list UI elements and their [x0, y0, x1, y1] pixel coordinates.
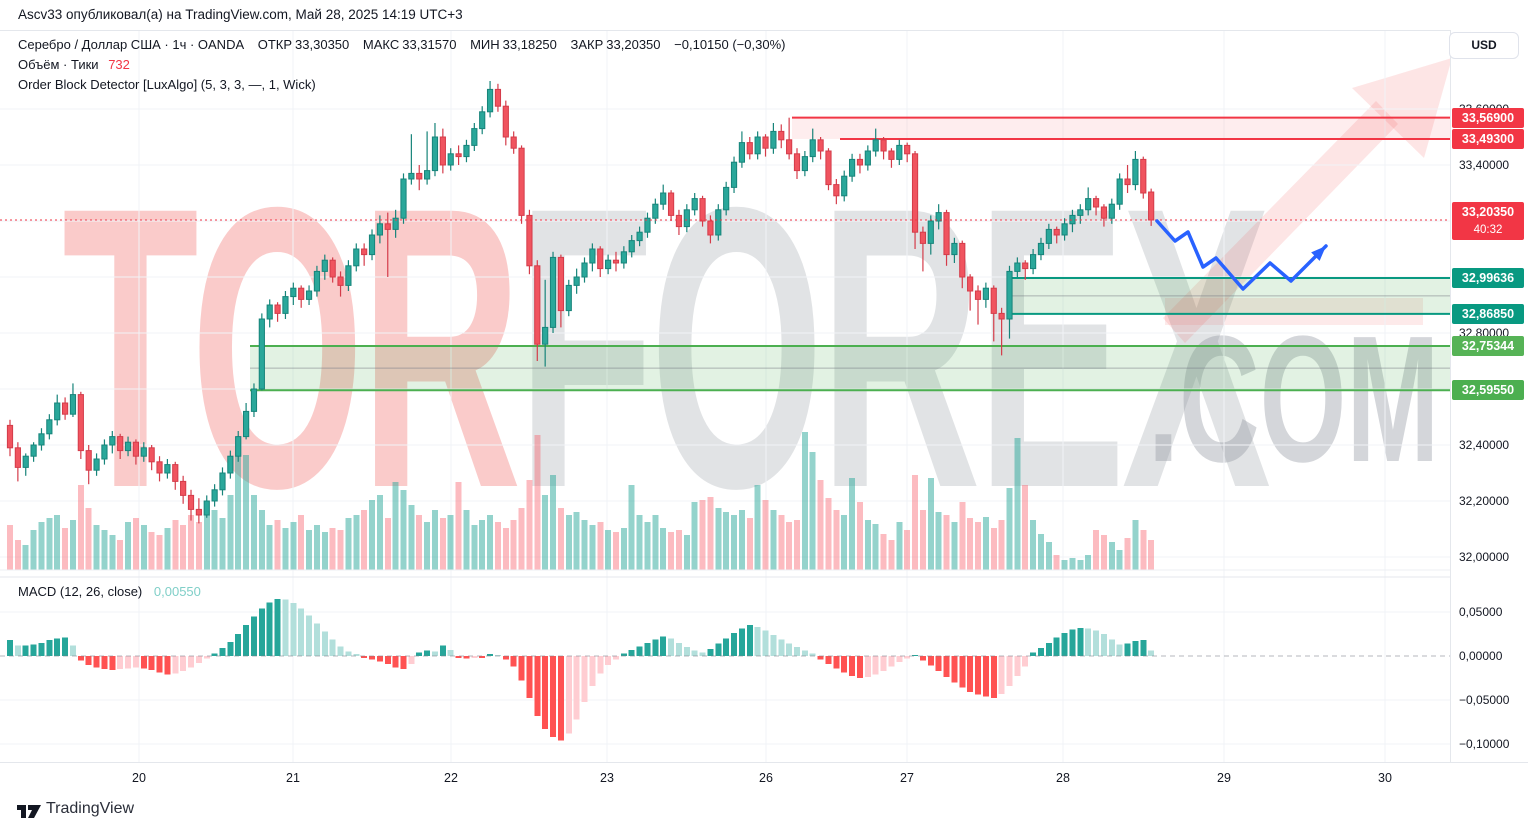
- price-level-label: 33,56900: [1452, 107, 1524, 128]
- time-axis-label: 21: [286, 771, 300, 785]
- price-axis-label: 32,20000: [1459, 494, 1510, 508]
- macd-axis-label: −0,05000: [1459, 693, 1510, 707]
- macd-axis-label: 0,05000: [1459, 605, 1503, 619]
- price-axis-label: 32,40000: [1459, 438, 1510, 452]
- time-axis-label: 29: [1217, 771, 1231, 785]
- macd-axis-label: −0,10000: [1459, 737, 1510, 751]
- price-level-label: 32,59550: [1452, 380, 1524, 401]
- macd-axis-label: 0,00000: [1459, 649, 1503, 663]
- publish-bar: Ascv33 опубликовал(а) на TradingView.com…: [0, 0, 1528, 30]
- price-scale[interactable]: 33,6000033,4000032,8000032,4000032,20000…: [1450, 30, 1528, 792]
- price-level-label: 32,86850: [1452, 303, 1524, 324]
- forecast-arrow: [1155, 219, 1328, 291]
- price-axis-label: 32,00000: [1459, 550, 1510, 564]
- price-axis-label: 33,40000: [1459, 158, 1510, 172]
- price-level-label: 32,99636: [1452, 268, 1524, 289]
- usd-button[interactable]: USD: [1449, 32, 1519, 59]
- time-axis-label: 26: [759, 771, 773, 785]
- time-axis-label: 28: [1056, 771, 1070, 785]
- time-scale[interactable]: 20 21 22 23 26 27 28 29 30: [0, 762, 1528, 793]
- price-level-label: 33,49300: [1452, 128, 1524, 149]
- publish-info: Ascv33 опубликовал(а) на TradingView.com…: [18, 7, 463, 22]
- time-axis-label: 20: [132, 771, 146, 785]
- tradingview-logo-icon[interactable]: [16, 801, 42, 821]
- tradingview-brand[interactable]: TradingView: [46, 800, 135, 817]
- price-level-label: 32,75344: [1452, 336, 1524, 357]
- time-axis-label: 22: [444, 771, 458, 785]
- price-level-label: 33,20350 40:32: [1452, 202, 1524, 241]
- chart-top-border: [0, 30, 1528, 31]
- countdown-timer: 40:32: [1473, 224, 1503, 237]
- time-axis-label: 23: [600, 771, 614, 785]
- time-axis-label: 27: [900, 771, 914, 785]
- footer-bar: TradingView: [0, 792, 1528, 828]
- time-axis-label: 30: [1378, 771, 1392, 785]
